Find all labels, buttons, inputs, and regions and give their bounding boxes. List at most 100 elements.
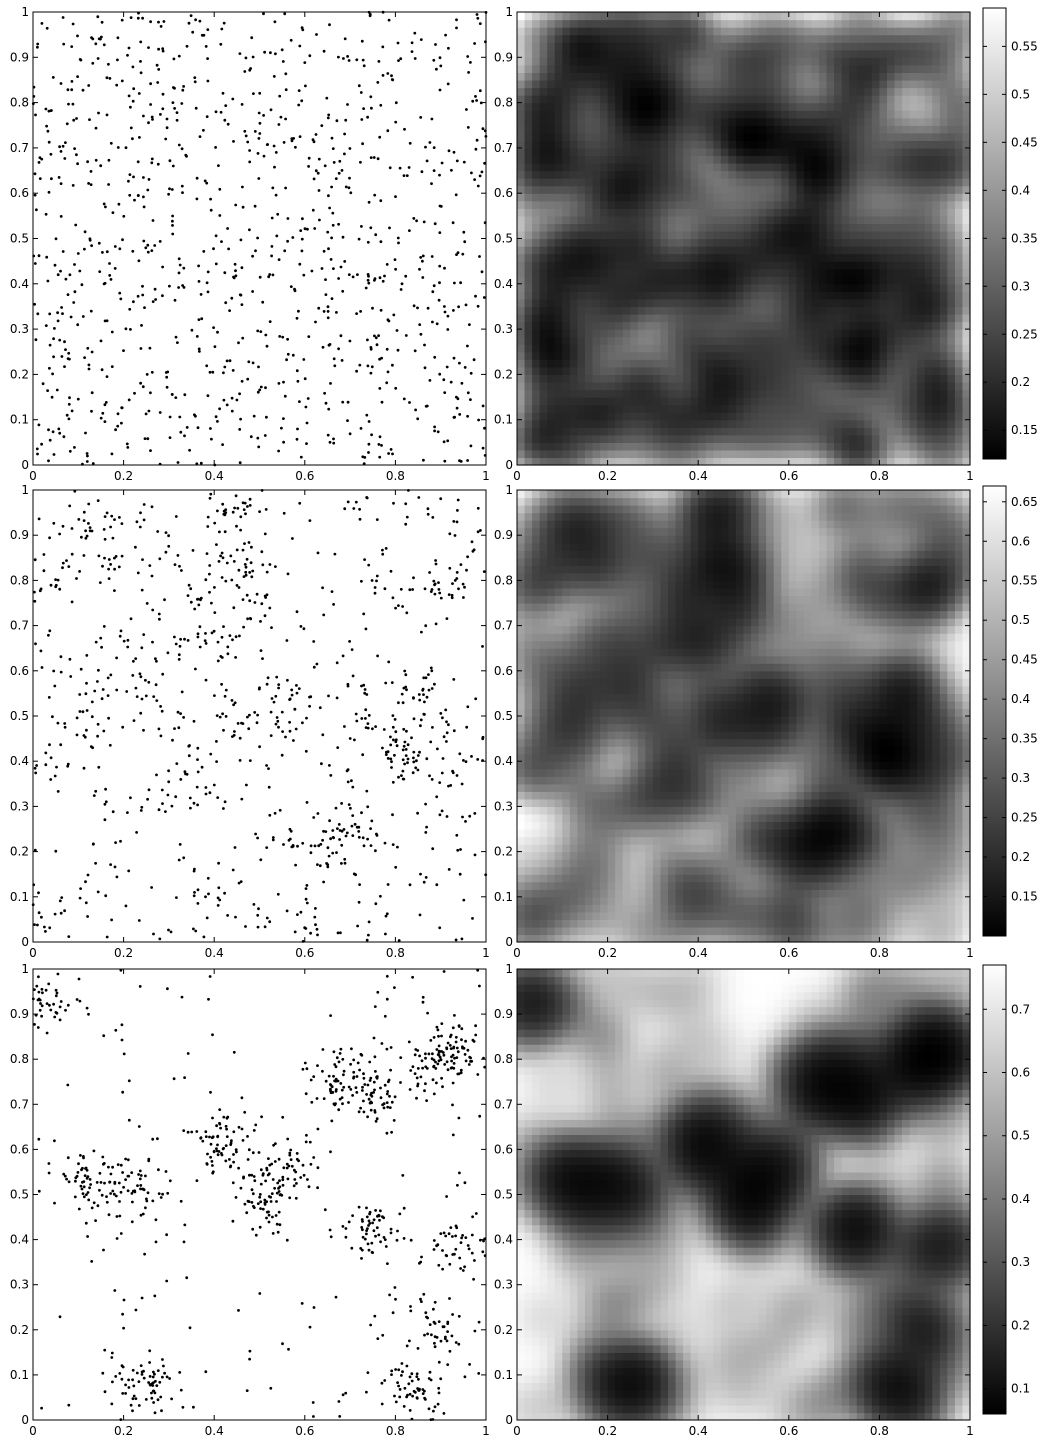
- scatter-point: [299, 625, 303, 628]
- scatter-point: [101, 1371, 105, 1375]
- heatmap-cell: [856, 253, 865, 262]
- scatter-point: [137, 259, 141, 263]
- heatmap-cell: [826, 246, 835, 255]
- heatmap-cell: [954, 366, 964, 375]
- scatter-point: [447, 149, 451, 153]
- heatmap-cell: [803, 381, 813, 391]
- scatter-point: [245, 593, 249, 597]
- heatmap-cell: [607, 359, 616, 368]
- scatter-point: [364, 627, 368, 631]
- heatmap-cell: [758, 268, 767, 277]
- heatmap-cell: [751, 230, 760, 240]
- scatter-point: [452, 678, 456, 681]
- heatmap-cell: [939, 268, 948, 277]
- scatter-point: [131, 1368, 135, 1372]
- scatter-point: [47, 982, 51, 986]
- heatmap-cell: [577, 442, 586, 451]
- scatter-point: [115, 688, 119, 692]
- heatmap-cell: [532, 276, 541, 285]
- heatmap-cell: [766, 344, 775, 353]
- scatter-point: [415, 1076, 419, 1080]
- scatter-point: [401, 769, 405, 773]
- scatter-point: [243, 70, 247, 73]
- scatter-point: [40, 157, 44, 161]
- heatmap-cell: [879, 381, 888, 391]
- scatter-point: [154, 298, 158, 301]
- heatmap-cell: [743, 457, 752, 466]
- heatmap-cell: [690, 314, 699, 323]
- scatter-point: [151, 219, 155, 222]
- heatmap-cell: [532, 359, 541, 368]
- heatmap-cell: [811, 351, 820, 360]
- heatmap-cell: [909, 404, 918, 413]
- scatter-point: [108, 77, 112, 80]
- heatmap-cell: [720, 389, 729, 398]
- x-tick-label: 1: [482, 946, 490, 960]
- heatmap-cell: [615, 246, 624, 255]
- scatter-point: [60, 355, 64, 358]
- scatter-point: [52, 669, 56, 673]
- scatter-point: [154, 657, 157, 661]
- heatmap-cell: [856, 359, 865, 368]
- scatter-point: [423, 1333, 426, 1337]
- scatter-point: [245, 783, 248, 787]
- heatmap-cell: [886, 397, 896, 406]
- scatter-point: [196, 758, 199, 761]
- heatmap-cell: [705, 336, 714, 345]
- heatmap-cell: [720, 434, 729, 443]
- heatmap-cell: [886, 314, 896, 323]
- scatter-point: [459, 1071, 463, 1075]
- scatter-point: [131, 1200, 134, 1204]
- heatmap-cell: [690, 268, 699, 277]
- scatter-point: [271, 1215, 274, 1219]
- scatter-point: [127, 869, 131, 873]
- heatmap-cell: [547, 427, 556, 436]
- heatmap-cell: [592, 397, 601, 406]
- scatter-point: [110, 1402, 114, 1406]
- heatmap-cell: [592, 366, 601, 375]
- scatter-point: [397, 241, 400, 245]
- scatter-point: [34, 113, 37, 117]
- scatter-point: [239, 880, 243, 883]
- heatmap-cell: [705, 321, 714, 330]
- scatter-point: [236, 722, 240, 725]
- scatter-point: [90, 529, 94, 533]
- heatmap-cell: [675, 336, 684, 345]
- scatter-point: [259, 1168, 263, 1172]
- scatter-point: [303, 1061, 307, 1065]
- scatter-point: [295, 437, 299, 441]
- scatter-point: [109, 1192, 112, 1195]
- heatmap-cell: [856, 442, 865, 451]
- scatter-point: [91, 746, 94, 750]
- scatter-point: [394, 386, 398, 390]
- scatter-point: [411, 588, 414, 591]
- heatmap-cell: [607, 381, 616, 391]
- heatmap-cell: [668, 268, 677, 277]
- scatter-point: [329, 1235, 333, 1239]
- scatter-point: [329, 774, 333, 777]
- heatmap-cell: [773, 238, 782, 247]
- scatter-point: [53, 327, 56, 330]
- heatmap-cell: [879, 321, 888, 330]
- scatter-point: [370, 433, 373, 437]
- heatmap-cell: [690, 291, 699, 300]
- scatter-point: [194, 929, 198, 933]
- heatmap-cell: [766, 434, 775, 443]
- scatter-point: [178, 415, 182, 419]
- scatter-point: [178, 263, 182, 267]
- scatter-point: [357, 830, 361, 833]
- scatter-point: [338, 1097, 342, 1101]
- heatmap-cell: [607, 230, 616, 240]
- scatter-point: [204, 642, 208, 645]
- heatmap-cell: [562, 374, 571, 383]
- heatmap-cell: [630, 351, 639, 360]
- heatmap-cell: [660, 359, 669, 368]
- scatter-point: [430, 255, 434, 258]
- scatter-point: [361, 58, 365, 62]
- heatmap-cell: [886, 449, 896, 459]
- heatmap-cell: [826, 404, 835, 413]
- scatter-point: [61, 312, 64, 315]
- heatmap-cell: [894, 261, 903, 270]
- heatmap-cell: [668, 336, 677, 345]
- scatter-point: [218, 898, 222, 902]
